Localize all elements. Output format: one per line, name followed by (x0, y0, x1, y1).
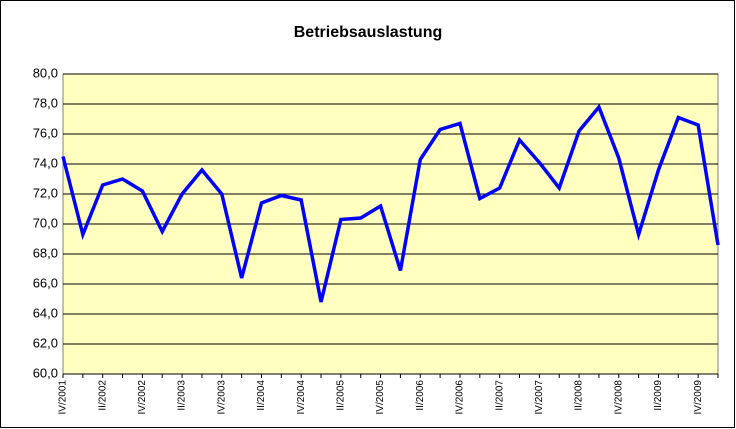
x-tick-label: IV/2006 (455, 380, 466, 415)
y-tick-label: 70,0 (33, 215, 58, 230)
y-tick-label: 78,0 (33, 95, 58, 110)
y-tick-label: 80,0 (33, 65, 58, 80)
x-tick-label: II/2002 (97, 380, 108, 411)
x-tick-label: IV/2001 (58, 380, 69, 415)
x-tick-label: II/2008 (574, 380, 585, 411)
y-tick-label: 62,0 (33, 335, 58, 350)
line-series (61, 103, 720, 303)
x-tick-label: II/2006 (415, 380, 426, 411)
x-tick-label: II/2007 (494, 380, 505, 411)
x-tick-label: II/2005 (336, 380, 347, 411)
y-tick-label: 72,0 (33, 185, 58, 200)
y-tick-label: 60,0 (33, 365, 58, 380)
x-tick-label: IV/2007 (534, 380, 545, 415)
y-tick-label: 74,0 (33, 155, 58, 170)
x-tick-label: II/2009 (653, 380, 664, 411)
y-tick-label: 64,0 (33, 305, 58, 320)
x-tick-label: IV/2003 (216, 380, 227, 415)
y-tick-label: 76,0 (33, 125, 58, 140)
x-tick-label: IV/2005 (375, 380, 386, 415)
y-tick-label: 66,0 (33, 275, 58, 290)
x-tick-label: IV/2009 (693, 380, 704, 415)
y-tick-label: 68,0 (33, 245, 58, 260)
chart-title: Betriebsauslastung (294, 24, 442, 41)
x-tick-label: IV/2008 (613, 380, 624, 415)
x-tick-label: II/2003 (177, 380, 188, 411)
x-tick-label: IV/2002 (137, 380, 148, 415)
x-tick-label: II/2004 (256, 380, 267, 411)
x-tick-label: IV/2004 (296, 380, 307, 415)
